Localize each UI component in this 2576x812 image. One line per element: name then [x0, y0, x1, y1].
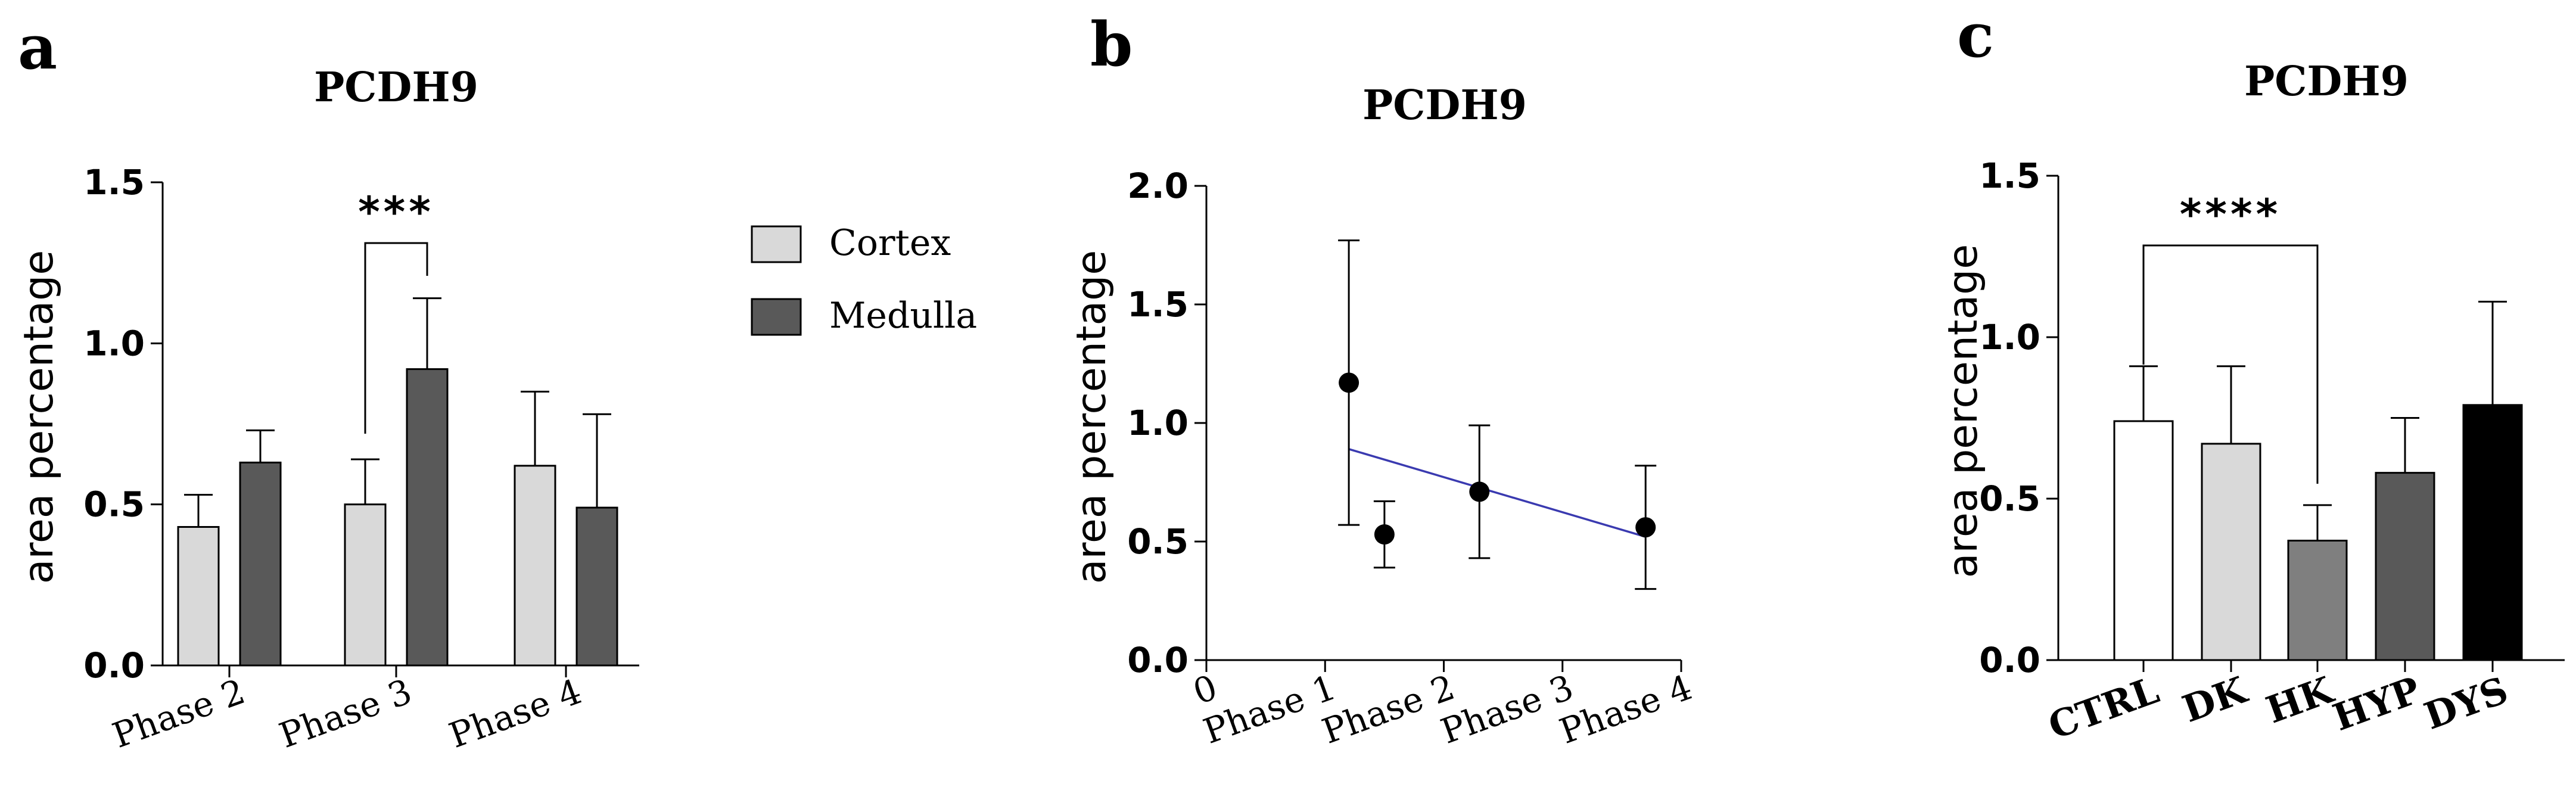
panel-c-y-tick-label: 1.0 [1979, 317, 2040, 357]
panel-c-y-tick-label: 1.5 [1979, 155, 2040, 196]
panel-a-y-tick-label: 1.0 [83, 323, 145, 363]
panel-b-y-tick-label: 2.0 [1127, 166, 1189, 206]
panel-letter-b: b [1090, 9, 1133, 80]
panel-a-y-tick-label: 0.0 [83, 645, 145, 686]
panel-b-y-tick-label: 1.5 [1127, 284, 1189, 325]
panel-a-significance-bracket [364, 242, 428, 434]
panel-letter-c: c [1957, 0, 1994, 71]
panel-a-x-tick-label: Phase 3 [274, 671, 417, 756]
panel-a-ylabel: area percentage [15, 250, 63, 584]
panel-c-bar-hk [2287, 539, 2348, 661]
panel-b-data-point [1374, 524, 1395, 545]
panel-b-x-tick-label: 0 [1188, 667, 1222, 713]
panel-a-bar-cortex [514, 465, 556, 667]
legend-label-medulla: Medulla [829, 295, 977, 337]
panel-a-bar-medulla [575, 506, 618, 667]
legend-swatch-cortex [751, 225, 802, 263]
panel-b-ylabel: area percentage [1068, 250, 1115, 584]
panel-c-significance-label: **** [2180, 190, 2281, 239]
panel-c-significance-bracket [2142, 244, 2319, 484]
panel-b-x-tick-label: Phase 2 [1317, 667, 1460, 752]
panel-c-bar-dys [2462, 404, 2523, 661]
panel-b-x-tick-label: Phase 4 [1554, 667, 1697, 752]
panel-b-x-tick-label: Phase 3 [1436, 667, 1579, 752]
panel-a-y-tick-label: 0.5 [83, 484, 145, 525]
panel-b-y-tick-label: 0.0 [1127, 640, 1189, 680]
panel-a-x-tick-label: Phase 4 [444, 671, 587, 756]
panel-c-title: PCDH9 [2244, 58, 2409, 105]
panel-c-y-tick-label: 0.0 [1979, 640, 2040, 680]
panel-c-bar-dk [2201, 443, 2261, 661]
panel-a-bar-medulla [406, 368, 449, 667]
legend-label-cortex: Cortex [829, 222, 951, 264]
panel-a-bar-medulla [239, 461, 282, 667]
panel-b-data-point [1469, 481, 1490, 502]
panel-b-data-point [1339, 372, 1359, 393]
panel-c-x-tick-label: CTRL [2043, 668, 2164, 748]
panel-b-regression-line [1348, 448, 1646, 538]
panel-b-y-tick-label: 0.5 [1127, 521, 1189, 562]
panel-a-bar-cortex [177, 526, 220, 667]
panel-c-x-tick-label: DK [2177, 668, 2253, 731]
panel-c-x-tick-label: DYS [2419, 668, 2513, 738]
panel-a-significance-label: *** [358, 188, 434, 237]
panel-b-y-tick-label: 1.0 [1127, 403, 1189, 443]
panel-b-title: PCDH9 [1362, 82, 1527, 129]
panel-letter-a: a [18, 12, 57, 83]
panel-c-ylabel: area percentage [1940, 244, 1987, 578]
panel-c-x-tick-label: HYP [2328, 668, 2426, 739]
panel-c-y-tick-label: 0.5 [1979, 478, 2040, 519]
panel-b-x-tick-label: Phase 1 [1198, 667, 1341, 752]
panel-c-bar-hyp [2375, 472, 2435, 661]
panel-c-bar-ctrl [2113, 420, 2174, 661]
panel-a-y-tick-label: 1.5 [83, 162, 145, 203]
panel-a-legend: Cortex Medulla [751, 222, 977, 337]
panel-a-title: PCDH9 [314, 64, 478, 111]
panel-b-data-point [1635, 517, 1656, 538]
panel-a-bar-cortex [344, 503, 387, 667]
legend-swatch-medulla [751, 298, 802, 336]
